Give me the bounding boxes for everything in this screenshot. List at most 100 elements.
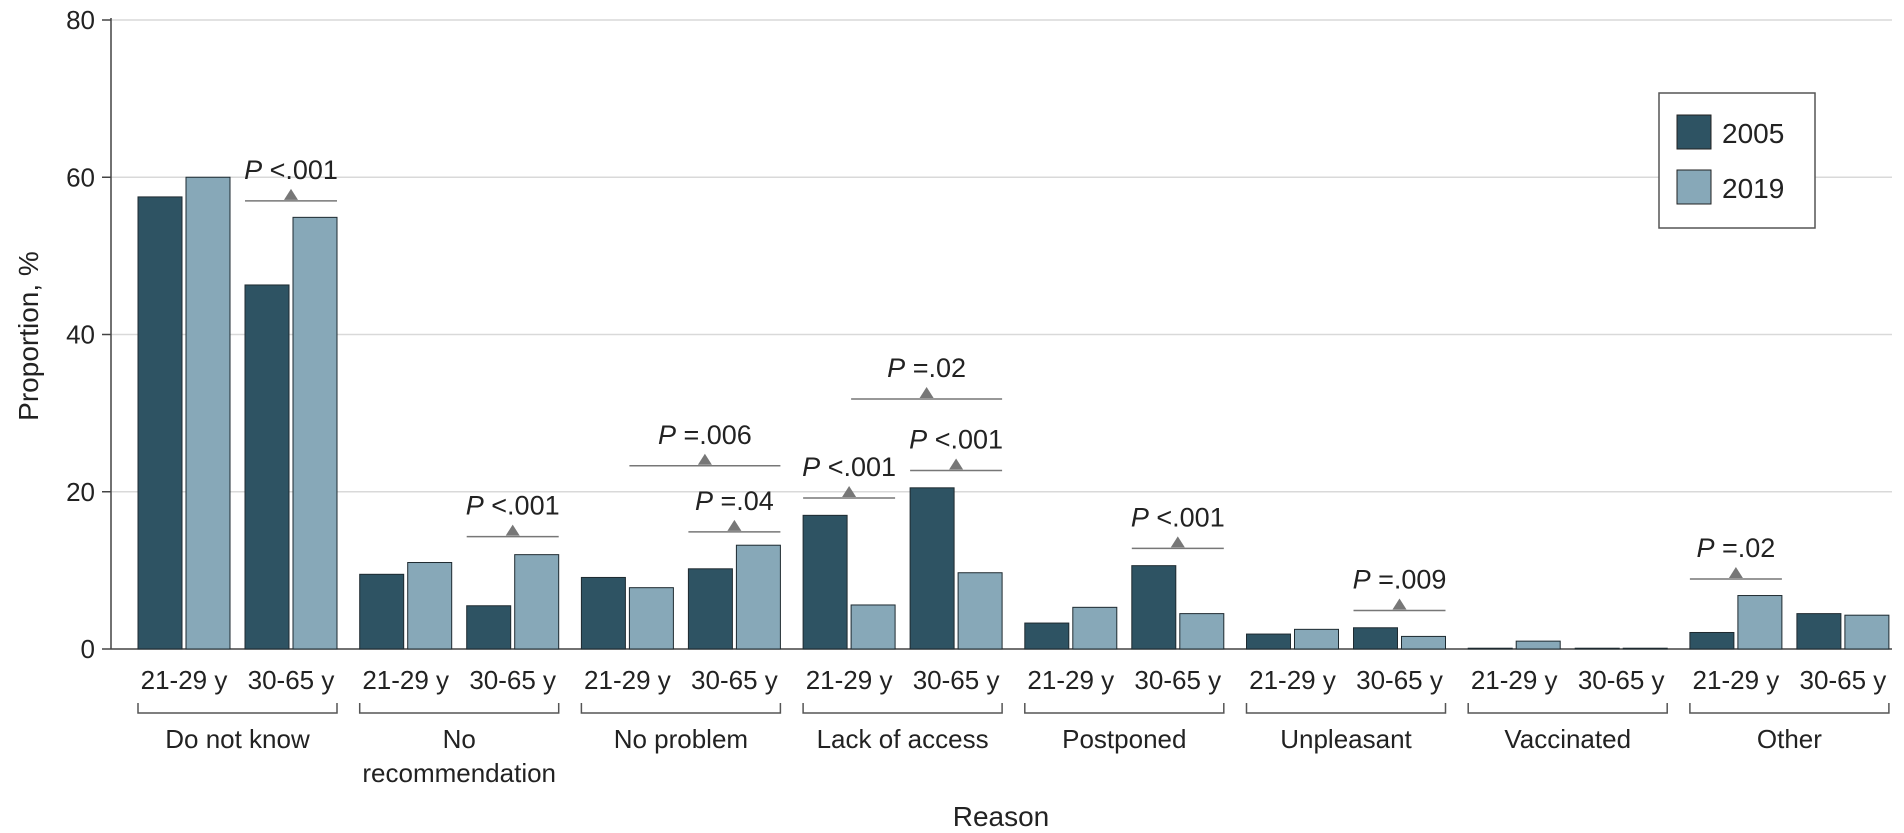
age-label: 30-65 y [1578, 665, 1665, 695]
bar-2005-other-30-65 y [1796, 613, 1842, 650]
bar-2005-do-not-know-30-65 y [244, 284, 290, 650]
bar-2019-unpleasant-30-65 y [1401, 635, 1446, 650]
p-symbol: P [244, 155, 262, 185]
group-bracket [358, 703, 560, 714]
p-value: <.001 [262, 155, 338, 185]
significance-marker [842, 486, 857, 498]
p-value-label: P =.009 [1353, 564, 1447, 594]
group-label: Postponed [1062, 724, 1186, 754]
age-label: 30-65 y [913, 665, 1000, 695]
p-symbol: P [695, 486, 713, 516]
p-value: <.001 [1149, 502, 1225, 532]
legend-box [1658, 92, 1816, 229]
age-label: 30-65 y [1356, 665, 1443, 695]
age-label: 21-29 y [1027, 665, 1114, 695]
group-bracket [580, 703, 782, 714]
p-value-label: P =.04 [695, 486, 774, 516]
y-tick-label: 40 [66, 320, 95, 350]
bar-2019-vaccinated-21-29 y [1515, 640, 1561, 650]
y-axis-ticks: 0 20 40 60 80 [66, 5, 111, 664]
age-label: 21-29 y [584, 665, 671, 695]
bar-2005-no-recommendation-21-29 y [359, 573, 405, 650]
group-bracket [137, 703, 338, 714]
age-label: 30-65 y [248, 665, 335, 695]
significance-marker [949, 458, 964, 470]
p-value: <.001 [820, 452, 896, 482]
significance-marker [1728, 567, 1743, 579]
p-value: =.006 [676, 420, 752, 450]
significance-marker [919, 386, 934, 398]
group-bracket [1467, 703, 1668, 714]
group-label: Other [1757, 724, 1822, 754]
bar-2019-lack-of-access-21-29 y [850, 604, 896, 650]
y-tick-label: 60 [66, 162, 95, 192]
bar-2005-unpleasant-21-29 y [1246, 633, 1291, 650]
bars [137, 176, 1890, 650]
legend: 2005 2019 [1658, 92, 1816, 229]
age-label: 30-65 y [1134, 665, 1221, 695]
bar-2005-do-not-know-21-29 y [137, 196, 183, 650]
bar-2005-no-problem-30-65 y [687, 568, 733, 650]
bar-2005-postponed-21-29 y [1024, 622, 1070, 650]
age-label: 21-29 y [806, 665, 893, 695]
group-label: Do not know [165, 724, 310, 754]
bar-2019-no-recommendation-30-65 y [514, 554, 560, 650]
significance-marker [505, 524, 520, 536]
age-label: 21-29 y [1693, 665, 1780, 695]
age-label: 21-29 y [141, 665, 228, 695]
age-label: 21-29 y [1249, 665, 1336, 695]
bar-2019-do-not-know-21-29 y [185, 176, 231, 650]
x-axis-labels: 21-29 y 30-65 y Do not know 21-29 y 30-65 y N… [137, 665, 1890, 788]
group-label: Vaccinated [1504, 724, 1631, 754]
significance-marker [1392, 598, 1407, 610]
bar-2019-do-not-know-30-65 y [292, 216, 338, 650]
age-label: 21-29 y [362, 665, 449, 695]
p-value-label: P =.02 [1696, 533, 1775, 563]
bar-2005-lack-of-access-30-65 y [909, 487, 955, 650]
p-symbol: P [658, 420, 676, 450]
p-symbol: P [466, 491, 484, 521]
bar-2019-no-problem-21-29 y [628, 587, 674, 650]
p-symbol: P [909, 425, 927, 455]
p-value: =.02 [905, 353, 966, 383]
age-label: 30-65 y [691, 665, 778, 695]
p-value: =.04 [713, 486, 774, 516]
p-value-label: P =.006 [658, 420, 752, 450]
y-tick-label: 0 [81, 634, 95, 664]
age-label: 30-65 y [1800, 665, 1887, 695]
p-symbol: P [1696, 533, 1714, 563]
group-label: No [443, 724, 476, 754]
bar-2005-vaccinated-21-29 y [1467, 647, 1513, 650]
group-bracket [802, 703, 1003, 714]
bar-2019-unpleasant-21-29 y [1294, 628, 1339, 650]
p-value-label: P <.001 [244, 155, 338, 185]
p-symbol: P [887, 353, 905, 383]
y-axis-title: Proportion, % [13, 251, 44, 421]
p-value-label: P <.001 [1131, 502, 1225, 532]
significance-marker [1170, 536, 1185, 548]
p-value-label: P <.001 [466, 491, 560, 521]
p-symbol: P [802, 452, 820, 482]
bar-2005-postponed-30-65 y [1131, 565, 1177, 650]
group-label: Unpleasant [1280, 724, 1412, 754]
bar-2005-other-21-29 y [1689, 631, 1735, 650]
p-value-label: P <.001 [802, 452, 896, 482]
gridlines [111, 19, 1892, 650]
age-label: 21-29 y [1471, 665, 1558, 695]
bar-2019-vaccinated-30-65 y [1622, 647, 1668, 650]
bar-2019-no-recommendation-21-29 y [407, 562, 453, 650]
p-value: =.009 [1371, 564, 1447, 594]
p-symbol: P [1131, 502, 1149, 532]
legend-label-2019: 2019 [1722, 173, 1784, 204]
p-value: <.001 [927, 425, 1003, 455]
bar-2019-other-30-65 y [1844, 614, 1890, 650]
significance-marker [284, 188, 298, 200]
group-label: recommendation [362, 758, 556, 788]
bar-2005-no-recommendation-30-65 y [466, 605, 512, 650]
p-symbol: P [1353, 564, 1371, 594]
group-bracket [1689, 703, 1890, 714]
p-value: =.02 [1715, 533, 1776, 563]
x-axis-title: Reason [953, 801, 1050, 832]
bar-2019-other-21-29 y [1737, 595, 1783, 650]
